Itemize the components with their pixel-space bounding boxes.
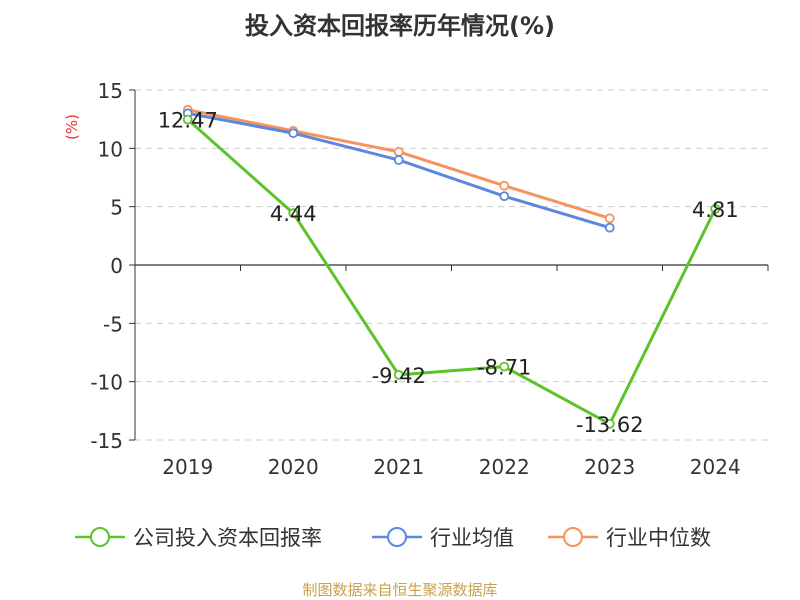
data-label: -8.71: [477, 356, 531, 380]
x-tick-label: 2023: [584, 455, 635, 479]
x-tick-label: 2024: [690, 455, 741, 479]
x-tick-label: 2020: [268, 455, 319, 479]
data-point: [604, 222, 615, 233]
data-label: -9.42: [372, 364, 426, 388]
axes: 15 10 5 0 -5 -10 -15 2019 2020 2021 2022 2023 2024: [90, 79, 769, 479]
data-point: [710, 203, 721, 214]
y-tick-label: -10: [90, 371, 123, 395]
data-point: [499, 180, 510, 191]
legend-marker: [90, 527, 110, 547]
data-point: [499, 191, 510, 202]
x-tick-label: 2019: [162, 455, 213, 479]
data-point: [604, 213, 615, 224]
x-tick-label: 2022: [479, 455, 530, 479]
data-point: [393, 146, 404, 157]
data-label: -13.62: [576, 413, 644, 437]
data-point: [288, 208, 299, 219]
legend-item-1[interactable]: 行业均值: [372, 526, 514, 550]
y-tick-label: 5: [110, 196, 123, 220]
y-tick-label: 10: [98, 137, 123, 161]
legend-marker: [387, 527, 407, 547]
series-line-0: [186, 118, 717, 426]
legend-label: 行业均值: [430, 526, 514, 550]
data-point: [393, 155, 404, 165]
series-line-1: [187, 111, 611, 230]
legend-label: 公司投入资本回报率: [133, 526, 322, 550]
series-group: 12.47 4.44 -9.42 -8.71 -13.62 4.81: [158, 104, 739, 437]
y-tick-label: 0: [110, 254, 123, 278]
data-point: [604, 418, 615, 429]
chart-title: 投入资本回报率历年情况(%): [245, 12, 555, 40]
y-tick-label: -5: [103, 312, 123, 336]
legend[interactable]: 公司投入资本回报率 行业均值 行业中位数: [75, 526, 711, 550]
data-point: [288, 128, 299, 139]
x-tick-label: 2021: [373, 455, 424, 479]
data-label: 12.47: [158, 109, 218, 133]
data-label: 4.81: [692, 198, 739, 222]
legend-label: 行业中位数: [606, 526, 711, 550]
legend-item-2[interactable]: 行业中位数: [548, 526, 711, 550]
data-label: 4.44: [270, 202, 317, 226]
source-note: 制图数据来自恒生聚源数据库: [302, 581, 497, 599]
legend-marker: [563, 527, 583, 547]
legend-item-0[interactable]: 公司投入资本回报率: [75, 526, 322, 550]
data-point: [182, 114, 193, 125]
data-point: [499, 361, 510, 372]
y-axis-label: (%): [63, 114, 81, 140]
y-tick-label: 15: [98, 79, 123, 103]
data-point: [393, 369, 404, 380]
y-tick-label: -15: [90, 429, 123, 453]
